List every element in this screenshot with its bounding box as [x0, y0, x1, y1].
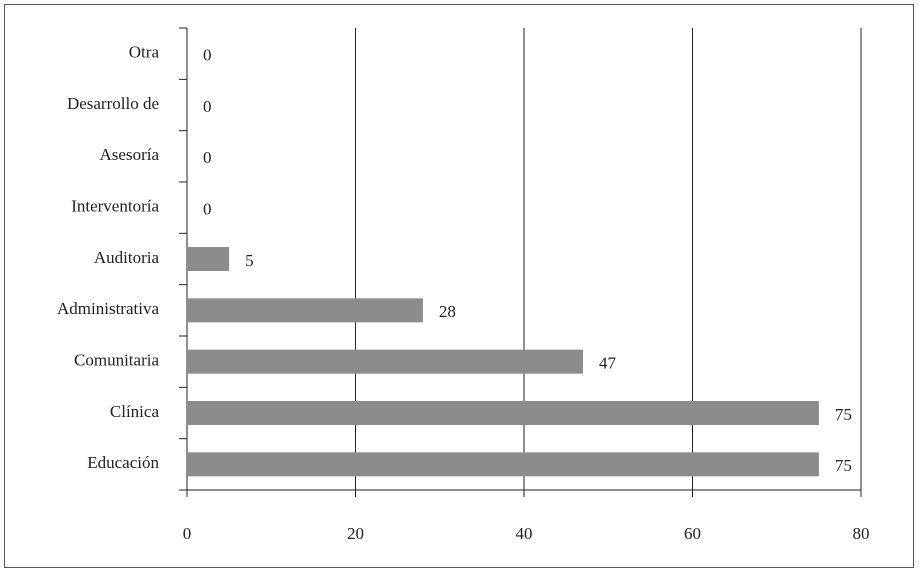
- y-tick-label: Clínica: [110, 402, 160, 421]
- value-label: 75: [835, 456, 852, 475]
- x-tick-label: 0: [183, 524, 192, 543]
- x-tick-label: 80: [853, 524, 870, 543]
- y-tick-label: Comunitaria: [74, 351, 159, 370]
- value-label: 0: [203, 148, 212, 167]
- y-tick-label: Otra: [129, 43, 160, 62]
- value-label: 0: [203, 46, 212, 65]
- value-label: 75: [835, 405, 852, 424]
- x-tick-label: 20: [347, 524, 364, 543]
- frame: [4, 4, 914, 568]
- value-label: 0: [203, 97, 212, 116]
- y-tick-label: Administrativa: [57, 299, 159, 318]
- bar: [187, 247, 230, 271]
- value-label: 28: [439, 302, 456, 321]
- bar: [187, 349, 583, 374]
- bar: [187, 298, 423, 323]
- y-tick-label: Interventoría: [71, 197, 159, 216]
- y-tick-label: Desarrollo de: [67, 94, 159, 113]
- value-label: 0: [203, 200, 212, 219]
- x-tick-label: 40: [516, 524, 533, 543]
- y-tick-label: Asesoría: [100, 145, 160, 164]
- bar: [187, 401, 819, 425]
- y-tick-label: Auditoria: [94, 248, 160, 267]
- value-label: 5: [245, 251, 254, 270]
- bar: [187, 452, 819, 477]
- value-label: 47: [599, 354, 617, 373]
- x-tick-label: 60: [684, 524, 701, 543]
- y-tick-label: Educación: [87, 453, 159, 472]
